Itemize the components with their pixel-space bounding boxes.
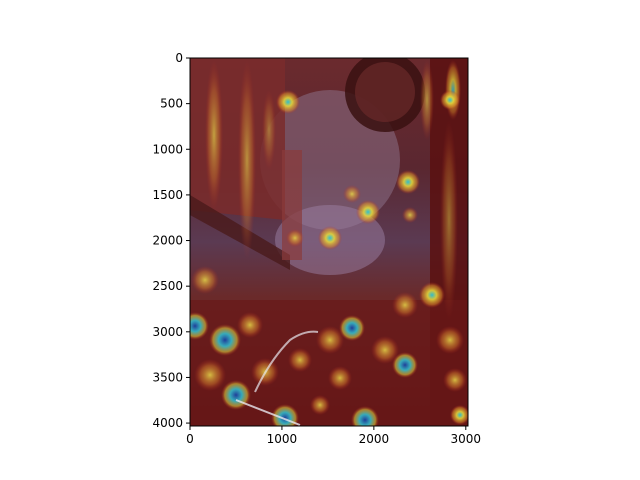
x-tick-label: 1000 [267,432,298,446]
y-tick-label: 1000 [152,142,183,156]
y-tick-label: 1500 [152,188,183,202]
axes-frame [189,57,469,427]
y-tick-label: 0 [175,51,183,65]
x-axis: 0 1000 2000 3000 [186,426,481,446]
heatmap-overlay-street-photo-image [190,58,468,426]
y-tick-label: 500 [160,97,183,111]
y-tick-label: 2000 [152,234,183,248]
x-tick-label: 3000 [451,432,482,446]
x-tick-label: 0 [186,432,194,446]
y-tick-label: 4000 [152,416,183,430]
y-axis: 0 500 1000 1500 2000 2500 3000 3500 4000 [152,51,190,430]
x-tick-label: 2000 [359,432,390,446]
y-tick-label: 3500 [152,370,183,384]
y-tick-label: 2500 [152,279,183,293]
y-tick-label: 3000 [152,325,183,339]
